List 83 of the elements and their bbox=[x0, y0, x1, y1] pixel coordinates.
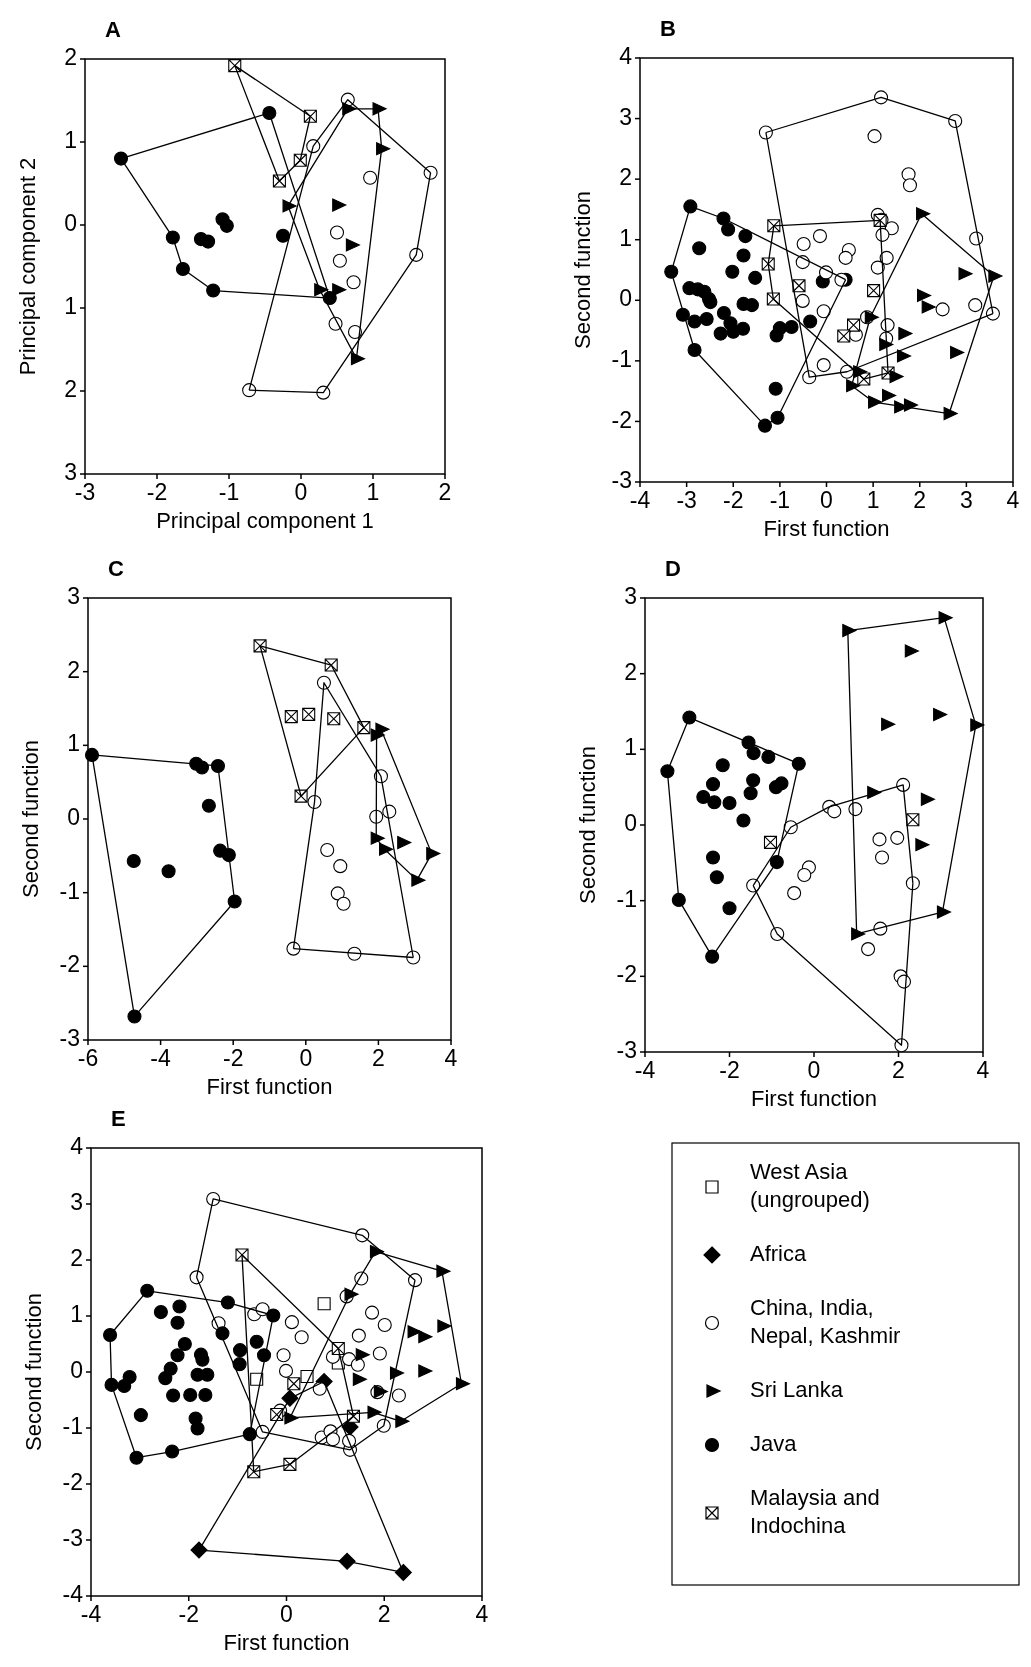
y-tick-label: -4 bbox=[62, 1581, 84, 1608]
x-axis-title: First function bbox=[223, 1630, 350, 1655]
y-tick-label: -2 bbox=[59, 951, 80, 978]
chart-title: A bbox=[105, 17, 121, 42]
y-axis-title: Second function bbox=[21, 1293, 46, 1451]
y-tick-label: 1 bbox=[64, 293, 77, 320]
x-tick-label: 0 bbox=[280, 1601, 293, 1627]
x-tick-label: 1 bbox=[866, 487, 880, 513]
y-tick-label: -2 bbox=[62, 1469, 83, 1496]
y-tick-label: 2 bbox=[64, 376, 77, 403]
y-tick-label: 4 bbox=[70, 1133, 84, 1160]
legend-label: Sri Lanka bbox=[750, 1376, 844, 1402]
x-tick-label: -1 bbox=[218, 479, 240, 505]
x-tick-label: -2 bbox=[146, 479, 168, 505]
y-tick-label: -2 bbox=[611, 406, 632, 433]
x-tick-label: -2 bbox=[222, 1045, 244, 1071]
x-tick-label: 2 bbox=[372, 1045, 385, 1071]
x-tick-label: 2 bbox=[377, 1601, 391, 1627]
chart-title: C bbox=[108, 556, 124, 581]
y-tick-label: 1 bbox=[70, 1301, 83, 1328]
x-tick-label: -3 bbox=[676, 487, 697, 513]
y-tick-label: 2 bbox=[624, 658, 637, 685]
y-tick-label: 0 bbox=[70, 1357, 83, 1384]
x-tick-label: -2 bbox=[719, 1057, 740, 1083]
chart-title: B bbox=[660, 16, 676, 41]
y-tick-label: -1 bbox=[611, 345, 632, 372]
y-tick-label: 2 bbox=[619, 164, 632, 191]
y-axis-title: Second function bbox=[570, 191, 595, 349]
y-tick-label: 1 bbox=[64, 127, 77, 154]
y-tick-label: -1 bbox=[62, 1413, 83, 1440]
y-axis-title: Second function bbox=[575, 746, 600, 904]
x-tick-label: 4 bbox=[1006, 487, 1020, 513]
x-tick-label: -6 bbox=[77, 1045, 99, 1071]
y-tick-label: -3 bbox=[62, 1525, 83, 1552]
y-tick-label: 0 bbox=[67, 804, 80, 831]
y-axis-title: Principal component 2 bbox=[15, 157, 40, 376]
legend-label: Java bbox=[750, 1430, 798, 1456]
x-tick-label: 2 bbox=[892, 1057, 905, 1083]
x-tick-label: 1 bbox=[366, 479, 380, 505]
y-tick-label: 2 bbox=[67, 656, 80, 683]
y-tick-label: -1 bbox=[616, 885, 637, 912]
x-tick-label: 0 bbox=[299, 1045, 313, 1071]
y-tick-label: 3 bbox=[64, 459, 77, 486]
legend-label: Africa bbox=[750, 1240, 807, 1266]
x-tick-label: 4 bbox=[475, 1601, 489, 1627]
y-axis-title: Second function bbox=[18, 740, 43, 898]
y-tick-label: 4 bbox=[619, 43, 633, 70]
y-tick-label: -2 bbox=[616, 961, 637, 988]
y-tick-label: 1 bbox=[624, 734, 637, 761]
y-tick-label: 3 bbox=[70, 1189, 83, 1216]
x-tick-label: 4 bbox=[976, 1057, 990, 1083]
chart-title: D bbox=[665, 556, 681, 581]
y-tick-label: 1 bbox=[67, 730, 80, 757]
x-tick-label: 0 bbox=[294, 479, 308, 505]
y-tick-label: -3 bbox=[59, 1025, 80, 1052]
y-tick-label: 1 bbox=[619, 224, 632, 251]
y-tick-label: 0 bbox=[624, 810, 637, 837]
x-tick-label: -2 bbox=[723, 487, 744, 513]
y-tick-label: 3 bbox=[67, 583, 80, 610]
y-tick-label: 0 bbox=[64, 210, 77, 237]
y-tick-label: 3 bbox=[619, 103, 632, 130]
x-axis-title: Principal component 1 bbox=[156, 508, 374, 533]
x-axis-title: First function bbox=[763, 516, 890, 541]
x-tick-label: 0 bbox=[807, 1057, 821, 1083]
x-axis-title: First function bbox=[206, 1074, 333, 1099]
x-axis-title: First function bbox=[751, 1086, 877, 1111]
y-tick-label: -1 bbox=[59, 877, 80, 904]
legend-label: Malaysia and Indochina bbox=[750, 1484, 880, 1538]
x-tick-label: -4 bbox=[150, 1045, 172, 1071]
x-tick-label: 4 bbox=[444, 1045, 458, 1071]
chart-title: E bbox=[111, 1106, 126, 1131]
y-tick-label: 2 bbox=[64, 44, 77, 71]
y-tick-label: 3 bbox=[624, 583, 637, 610]
x-tick-label: 2 bbox=[438, 479, 452, 505]
x-tick-label: 0 bbox=[820, 487, 833, 513]
legend-label: China, India, Nepal, Kashmir bbox=[750, 1294, 901, 1348]
y-tick-label: 2 bbox=[70, 1245, 83, 1272]
legend-label: West Asia (ungrouped) bbox=[750, 1158, 870, 1212]
y-tick-label: 0 bbox=[619, 285, 632, 312]
x-tick-label: -2 bbox=[178, 1601, 199, 1627]
x-tick-label: -1 bbox=[769, 487, 791, 513]
x-tick-label: 3 bbox=[959, 487, 973, 513]
x-tick-label: 2 bbox=[913, 487, 927, 513]
